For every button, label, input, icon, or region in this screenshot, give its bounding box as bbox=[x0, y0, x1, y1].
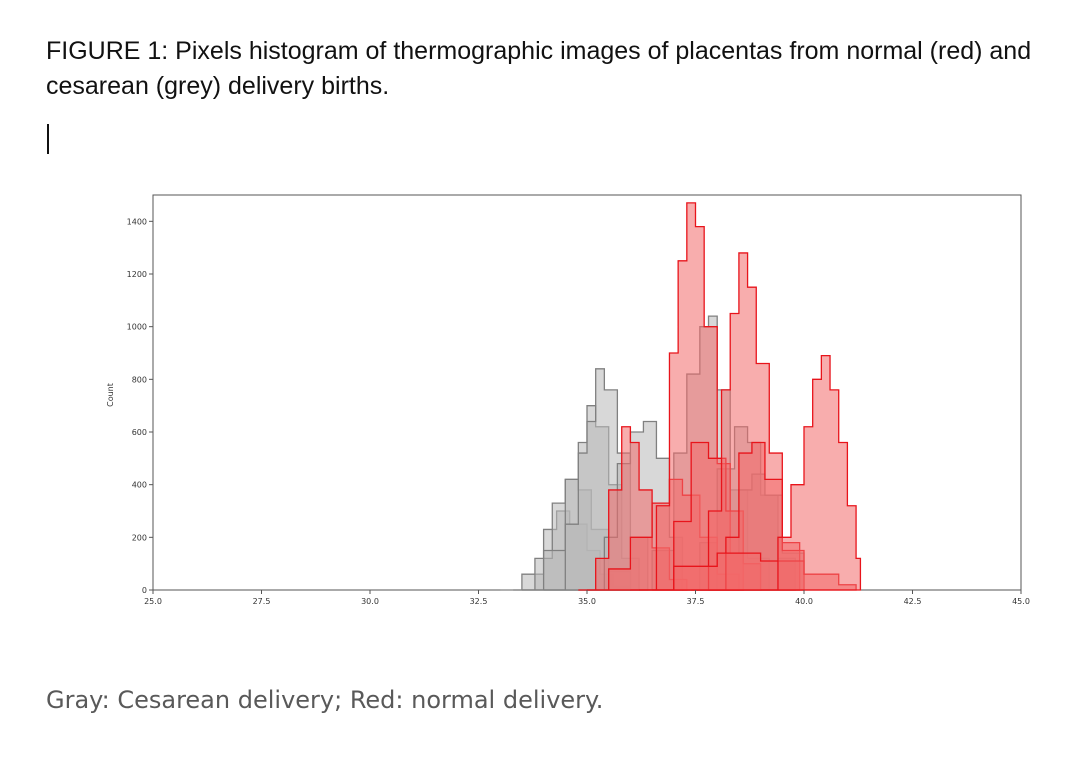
figure-note: Gray: Cesarean delivery; Red: normal del… bbox=[46, 686, 604, 714]
y-tick-label: 600 bbox=[132, 428, 147, 437]
y-tick-label: 200 bbox=[132, 533, 147, 542]
text-cursor bbox=[47, 124, 49, 154]
x-tick-label: 25.0 bbox=[144, 597, 162, 606]
y-tick-label: 800 bbox=[132, 375, 147, 384]
y-tick-label: 0 bbox=[142, 586, 147, 595]
x-tick-label: 42.5 bbox=[904, 597, 922, 606]
x-tick-label: 45.0 bbox=[1012, 597, 1030, 606]
x-tick-label: 32.5 bbox=[470, 597, 488, 606]
y-axis-label: Count bbox=[106, 383, 115, 407]
x-tick-label: 37.5 bbox=[687, 597, 705, 606]
series-layer bbox=[500, 202, 862, 591]
x-tick-label: 40.0 bbox=[795, 597, 813, 606]
figure-caption: FIGURE 1: Pixels histogram of thermograp… bbox=[46, 37, 1032, 100]
y-tick-label: 400 bbox=[132, 481, 147, 490]
ticks-layer: 25.0 27.5 30.0 32.5 35.0 37.5 40.0 42.5 45.0 0 200… bbox=[127, 217, 1030, 606]
y-tick-label: 1400 bbox=[127, 217, 147, 226]
y-tick-label: 1000 bbox=[127, 323, 147, 332]
x-tick-label: 27.5 bbox=[253, 597, 271, 606]
x-tick-label: 35.0 bbox=[578, 597, 596, 606]
normal-histogram-15 bbox=[760, 354, 862, 591]
x-tick-label: 30.0 bbox=[361, 597, 379, 606]
y-tick-label: 1200 bbox=[127, 270, 147, 279]
